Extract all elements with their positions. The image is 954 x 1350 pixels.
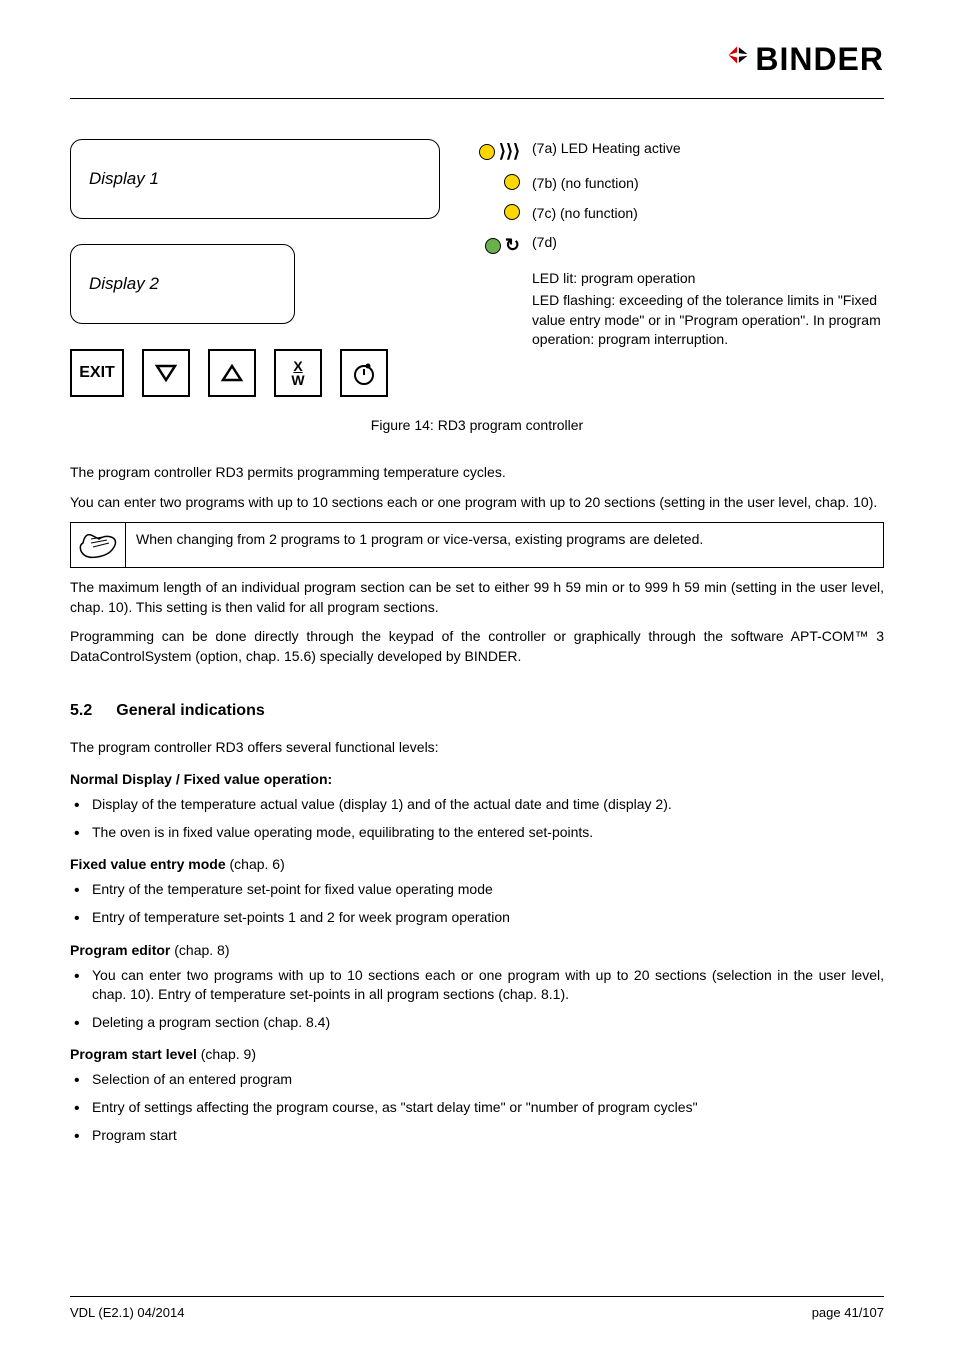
list-item: You can enter two programs with up to 10… (70, 966, 884, 1005)
button-row: EXIT X W (70, 349, 440, 397)
g3-list: You can enter two programs with up to 10… (70, 966, 884, 1033)
led-7a-icon (479, 144, 495, 160)
g2-list: Entry of the temperature set-point for f… (70, 880, 884, 927)
g4-heading: Program start level (chap. 9) (70, 1046, 884, 1062)
led-7c-label: (7c) (no function) (532, 204, 884, 224)
list-item: Display of the temperature actual value … (70, 795, 884, 815)
timer-button[interactable] (340, 349, 388, 397)
section-number: 5.2 (70, 702, 92, 720)
down-button[interactable] (142, 349, 190, 397)
g4-heading-rest: (chap. 9) (197, 1046, 256, 1062)
list-item: Selection of an entered program (70, 1070, 884, 1090)
xw-x: X (291, 359, 304, 373)
footer-right: page 41/107 (812, 1305, 884, 1320)
note-hand-icon (71, 523, 126, 567)
note-text: When changing from 2 programs to 1 progr… (126, 523, 883, 567)
clock-icon: ↻ (505, 233, 520, 258)
display-1: Display 1 (70, 139, 440, 219)
footer-left: VDL (E2.1) 04/2014 (70, 1305, 184, 1320)
intro-p2: You can enter two programs with up to 10… (70, 493, 884, 513)
brand-logo: BINDER (725, 40, 884, 78)
list-item: Program start (70, 1126, 884, 1146)
g1-heading: Normal Display / Fixed value operation: (70, 771, 884, 787)
xw-w: W (291, 372, 304, 388)
led-7d-line2: LED flashing: exceeding of the tolerance… (532, 291, 884, 350)
up-button[interactable] (208, 349, 256, 397)
intro-p4: Programming can be done directly through… (70, 627, 884, 666)
heating-waves-icon: ⟩⟩⟩ (499, 139, 520, 164)
section-title: General indications (116, 702, 264, 719)
intro-p3: The maximum length of an individual prog… (70, 578, 884, 617)
led-7d-line1: LED lit: program operation (532, 269, 884, 289)
led-7c-icon (504, 204, 520, 220)
g2-heading: Fixed value entry mode (chap. 6) (70, 856, 884, 872)
g4-list: Selection of an entered program Entry of… (70, 1070, 884, 1145)
led-7d-label: (7d) (532, 233, 884, 253)
intro-p1: The program controller RD3 permits progr… (70, 463, 884, 483)
led-7d-icon (485, 238, 501, 254)
header: BINDER (70, 40, 884, 99)
led-legend: ⟩⟩⟩ (7a) LED Heating active (7b) (no fun… (470, 139, 884, 397)
list-item: Entry of settings affecting the program … (70, 1098, 884, 1118)
list-item: Entry of temperature set-points 1 and 2 … (70, 908, 884, 928)
g2-heading-bold: Fixed value entry mode (70, 856, 226, 872)
led-7b-label: (7b) (no function) (532, 174, 884, 194)
section-intro: The program controller RD3 offers severa… (70, 738, 884, 758)
brand-name: BINDER (755, 41, 884, 78)
led-row-7d: ↻ (7d) (470, 233, 884, 258)
led-row-7c: (7c) (no function) (470, 204, 884, 224)
controller-diagram: Display 1 Display 2 EXIT X W (70, 139, 884, 397)
g1-list: Display of the temperature actual value … (70, 795, 884, 842)
logo-icon (725, 40, 751, 78)
g3-heading-bold: Program editor (70, 942, 170, 958)
list-item: Entry of the temperature set-point for f… (70, 880, 884, 900)
led-row-7b: (7b) (no function) (470, 174, 884, 194)
figure-caption: Figure 14: RD3 program controller (70, 417, 884, 433)
controller-left-panel: Display 1 Display 2 EXIT X W (70, 139, 440, 397)
list-item: Deleting a program section (chap. 8.4) (70, 1013, 884, 1033)
display-2: Display 2 (70, 244, 295, 324)
g4-heading-bold: Program start level (70, 1046, 197, 1062)
list-item: The oven is in fixed value operating mod… (70, 823, 884, 843)
led-7b-icon (504, 174, 520, 190)
led-row-7a: ⟩⟩⟩ (7a) LED Heating active (470, 139, 884, 164)
g3-heading: Program editor (chap. 8) (70, 942, 884, 958)
xw-button[interactable]: X W (274, 349, 322, 397)
g2-heading-rest: (chap. 6) (226, 856, 285, 872)
section-heading: 5.2 General indications (70, 702, 884, 720)
footer: VDL (E2.1) 04/2014 page 41/107 (70, 1296, 884, 1320)
g3-heading-rest: (chap. 8) (170, 942, 229, 958)
exit-button[interactable]: EXIT (70, 349, 124, 397)
led-7a-label: (7a) LED Heating active (532, 139, 884, 159)
note-box: When changing from 2 programs to 1 progr… (70, 522, 884, 568)
